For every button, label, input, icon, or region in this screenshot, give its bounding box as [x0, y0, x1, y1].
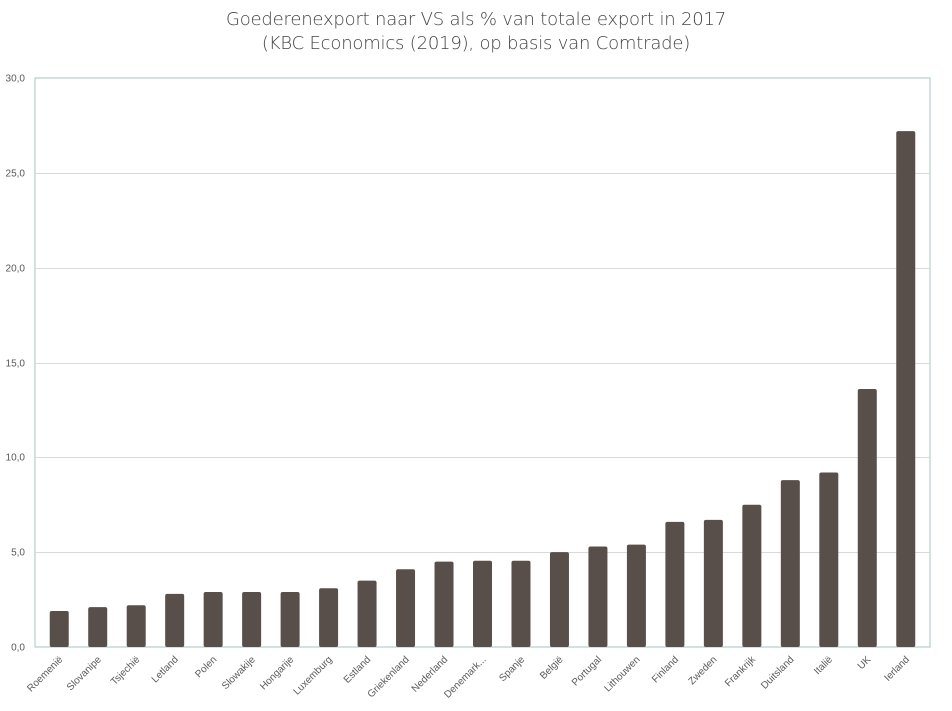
bar — [434, 561, 454, 647]
bar — [780, 480, 800, 647]
y-tick-label: 20,0 — [6, 264, 26, 275]
x-tick-label: Frankrijk — [723, 654, 759, 690]
x-tick-label: Nederland — [410, 654, 450, 694]
x-tick-label: Polen — [193, 654, 219, 680]
bar — [703, 519, 723, 647]
x-tick-label: Tsjechië — [109, 654, 143, 688]
y-axis: 0,0 5,0 10,0 15,0 20,0 25,0 30,0 — [6, 74, 26, 654]
x-tick-label: Slowakije — [220, 654, 258, 692]
y-tick-label: 5,0 — [11, 548, 25, 559]
y-tick-label: 15,0 — [6, 359, 26, 370]
bar — [357, 580, 377, 647]
x-tick-label: Estland — [342, 654, 373, 685]
x-axis: Roemenië Slovanipe Tsjechië Letland Polen Slo… — [25, 654, 912, 701]
bar — [857, 389, 877, 647]
bar — [280, 591, 300, 647]
bar — [165, 593, 185, 647]
bar — [626, 544, 646, 647]
x-tick-label: Zweden — [687, 654, 720, 687]
x-tick-label: Lithouwen — [603, 654, 643, 694]
bar — [319, 588, 339, 647]
x-tick-label: Griekenland — [366, 654, 412, 700]
chart-subtitle: (KBC Economics (2019), op basis van Comt… — [261, 33, 691, 54]
y-tick-label: 30,0 — [6, 74, 26, 85]
bar — [819, 472, 839, 647]
bar — [896, 131, 916, 647]
bar — [126, 605, 146, 647]
y-tick-label: 25,0 — [6, 169, 26, 180]
x-tick-label: Spanje — [497, 654, 527, 684]
x-tick-label: UK — [856, 654, 874, 672]
x-tick-label: Finland — [650, 654, 681, 685]
chart-title-block: Goederenexport naar VS als % van totale … — [0, 8, 952, 56]
x-tick-label: Hongarije — [258, 654, 296, 692]
y-tick-label: 0,0 — [11, 643, 25, 654]
bar — [396, 569, 416, 647]
x-tick-label: Slovanipe — [65, 654, 104, 693]
bar — [665, 521, 685, 647]
bars — [49, 131, 916, 647]
bar — [549, 552, 569, 647]
x-tick-label: Roemenië — [25, 654, 65, 694]
x-tick-label: België — [538, 654, 566, 682]
y-tick-label: 10,0 — [6, 453, 26, 464]
bar — [511, 560, 531, 647]
bar — [203, 591, 223, 647]
chart-title: Goederenexport naar VS als % van totale … — [226, 9, 726, 30]
bar — [473, 560, 492, 647]
x-tick-label: Luxemburg — [292, 654, 335, 697]
bar — [588, 546, 608, 647]
bar — [742, 504, 762, 647]
x-tick-label: Letland — [150, 654, 181, 685]
x-tick-label: Ierland — [882, 654, 911, 683]
bar — [88, 607, 108, 647]
x-tick-label: Italië — [812, 654, 835, 677]
bar — [242, 591, 262, 647]
bar — [49, 610, 69, 647]
x-tick-label: Portugal — [570, 654, 604, 688]
x-tick-label: Duitsland — [759, 654, 796, 691]
